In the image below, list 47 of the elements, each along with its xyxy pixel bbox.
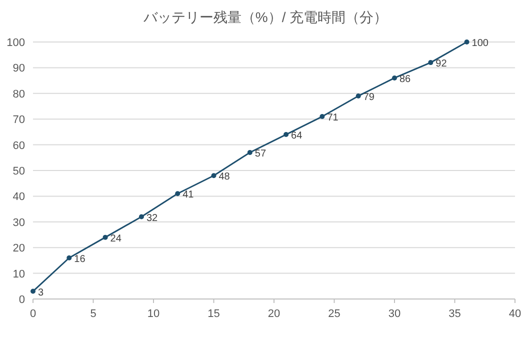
y-tick-label: 50 xyxy=(12,166,25,178)
y-tick-label: 10 xyxy=(12,268,25,280)
y-tick-label: 60 xyxy=(12,140,25,152)
y-tick-label: 70 xyxy=(12,114,25,126)
data-label: 100 xyxy=(472,38,489,49)
x-tick-label: 40 xyxy=(508,308,522,320)
point xyxy=(464,40,470,44)
point xyxy=(175,191,180,196)
data-label: 24 xyxy=(110,233,122,244)
chart-title: バッテリー残量（%）/ 充電時間（分） xyxy=(142,9,388,25)
data-label: 41 xyxy=(182,190,194,201)
x-tick-label: 35 xyxy=(448,308,461,320)
y-tick-label: 30 xyxy=(12,216,25,229)
data-label: 71 xyxy=(327,112,339,124)
data-label: 64 xyxy=(291,130,303,142)
data-label: 79 xyxy=(363,92,375,103)
point xyxy=(138,214,144,220)
data-label: 3 xyxy=(38,287,44,298)
data-label: 32 xyxy=(146,212,158,224)
data-label: 57 xyxy=(254,148,266,160)
point xyxy=(102,234,108,240)
x-tick-label: 20 xyxy=(268,308,280,320)
y-tick-label: 40 xyxy=(12,191,25,204)
x-tick-label: 0 xyxy=(30,308,36,320)
point xyxy=(247,150,252,156)
y-tick-label: 80 xyxy=(12,88,25,100)
point xyxy=(392,75,397,80)
data-label: 86 xyxy=(400,74,412,85)
point xyxy=(428,60,434,66)
x-tick-label: 15 xyxy=(208,308,220,320)
y-tick-label: 100 xyxy=(6,37,25,49)
point xyxy=(211,173,216,178)
data-label: 16 xyxy=(74,254,86,265)
point xyxy=(66,255,72,260)
y-tick-label: 20 xyxy=(12,242,25,255)
x-tick-label: 5 xyxy=(90,308,96,320)
point xyxy=(284,132,289,138)
data-label: 48 xyxy=(218,172,230,183)
point xyxy=(356,93,361,98)
point xyxy=(30,288,36,294)
point xyxy=(320,114,325,120)
x-tick-label: 30 xyxy=(388,308,401,320)
x-tick-label: 10 xyxy=(147,308,160,320)
data-label: 92 xyxy=(436,58,448,70)
y-tick-label: 0 xyxy=(18,294,25,306)
x-tick-label: 25 xyxy=(328,308,340,320)
y-tick-label: 90 xyxy=(12,62,25,75)
